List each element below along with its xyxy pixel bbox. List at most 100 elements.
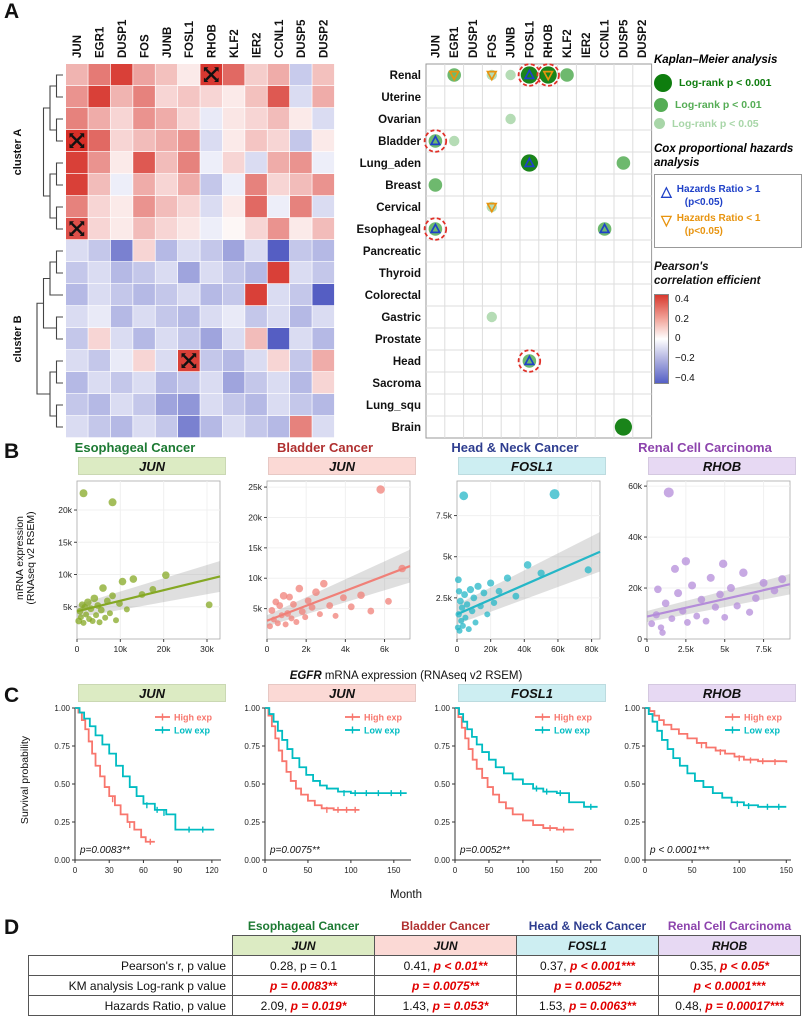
svg-text:15k: 15k <box>248 543 262 553</box>
km-column-RHOB: RHOB 0.00 0.25 0.50 0.75 1.00 0 50 100 150 High ex… <box>610 684 800 889</box>
svg-text:0: 0 <box>455 644 460 654</box>
svg-text:(RNAseq v2 RSEM): (RNAseq v2 RSEM) <box>25 511 37 604</box>
svg-text:150: 150 <box>780 866 794 875</box>
table-value-cell: 2.09, p = 0.019* <box>232 995 375 1016</box>
panel-b-xlabel: EGFR mRNA expression (RNAseq v2 RSEM) <box>289 670 523 682</box>
svg-text:6k: 6k <box>380 644 390 654</box>
scatter-points <box>75 489 213 626</box>
svg-text:Esophageal: Esophageal <box>356 224 421 236</box>
color-scale: 0.4 0.2 0 −0.2 −0.4 <box>654 293 802 384</box>
gene-header: FOSL1 <box>458 684 606 702</box>
svg-text:High exp: High exp <box>174 713 213 723</box>
svg-text:IER2: IER2 <box>251 32 263 58</box>
svg-text:Ovarian: Ovarian <box>378 114 421 126</box>
svg-text:1.00: 1.00 <box>244 704 260 713</box>
svg-text:50: 50 <box>303 866 312 875</box>
km-legend-item: Log-rank p < 0.01 <box>654 97 802 112</box>
svg-text:120: 120 <box>205 866 219 875</box>
svg-text:4k: 4k <box>341 644 351 654</box>
svg-text:60: 60 <box>139 866 148 875</box>
svg-text:50: 50 <box>485 866 494 875</box>
color-scale-tick: −0.2 <box>675 353 695 365</box>
svg-text:20k: 20k <box>248 512 262 522</box>
svg-text:KLF2: KLF2 <box>562 29 574 58</box>
km-plot-JUN: 0.00 0.25 0.50 0.75 1.00 0 50 100 150 High exp Low… <box>244 704 411 875</box>
svg-text:mRNA expression: mRNA expression <box>14 516 26 600</box>
svg-text:0.75: 0.75 <box>624 742 640 751</box>
table-gene-cell: JUN <box>374 935 517 956</box>
table-value-cell: p = 0.0083** <box>232 975 375 996</box>
marked-cell-arrows <box>181 353 197 369</box>
svg-text:10k: 10k <box>58 570 72 580</box>
svg-text:KLF2: KLF2 <box>229 29 241 58</box>
marked-cell-arrows <box>69 133 85 149</box>
panel-c-xlabel: Month <box>390 889 422 901</box>
table-empty-cell <box>29 936 233 956</box>
svg-text:20k: 20k <box>157 644 171 654</box>
km-column-FOSL1: FOSL1 0.00 0.25 0.50 0.75 1.00 0 50 100 150 200 Hig… <box>420 684 610 889</box>
svg-text:2.5k: 2.5k <box>678 644 695 654</box>
table-row-label: Hazards Ratio, p value <box>28 995 233 1016</box>
svg-text:2k: 2k <box>302 644 312 654</box>
scatter-points <box>454 489 592 634</box>
svg-text:2.5k: 2.5k <box>436 593 453 603</box>
color-scale-bar <box>654 293 669 384</box>
svg-text:High exp: High exp <box>744 713 783 723</box>
svg-text:0.00: 0.00 <box>54 856 70 865</box>
svg-text:Colorectal: Colorectal <box>365 290 421 302</box>
svg-text:90: 90 <box>173 866 182 875</box>
svg-text:0.50: 0.50 <box>54 780 70 789</box>
svg-text:0.75: 0.75 <box>244 742 260 751</box>
svg-text:CCNL1: CCNL1 <box>600 19 612 58</box>
svg-text:DUSP5: DUSP5 <box>618 19 630 58</box>
table-value-cell: p = 0.0052** <box>516 975 659 996</box>
svg-text:EGR1: EGR1 <box>95 26 107 58</box>
bubbles <box>423 63 632 436</box>
color-scale-tick: −0.4 <box>675 372 695 384</box>
table-value-cell: 1.43, p = 0.053* <box>374 995 517 1016</box>
cancer-title: Renal Cell Carcinoma <box>638 440 772 455</box>
cox-legend-label: Hazards Ratio > 1 (p<0.05) <box>676 184 761 208</box>
svg-text:0.25: 0.25 <box>244 818 260 827</box>
svg-text:25k: 25k <box>248 482 262 492</box>
svg-text:40k: 40k <box>628 532 642 542</box>
correlation-heatmap: JUN EGR1 DUSP1 FOS JUNB FOSL1 RHOB KLF2 IER2 CCNL… <box>12 19 335 438</box>
svg-text:40k: 40k <box>517 644 531 654</box>
scatter-column-RHOB: Renal Cell Carcinoma RHOB 0 2.5k 5k 7.5k 0 20k 4… <box>610 440 800 670</box>
svg-text:10k: 10k <box>113 644 127 654</box>
svg-text:Low exp: Low exp <box>174 726 211 736</box>
panel-d-label: D <box>4 916 20 939</box>
pearson-legend-title: Pearson's correlation efficient <box>654 261 761 288</box>
panel-a-legend: Kaplan–Meier analysis Log-rank p < 0.001… <box>654 54 802 384</box>
dendrogram <box>36 74 63 428</box>
km-dot-icon <box>654 73 672 92</box>
table-value-cell: 0.37, p < 0.001*** <box>516 955 659 976</box>
survival-bubble-plot: JUN EGR1 DUSP1 FOS JUNB FOSL1 RHOB KLF2 IER2 CCNL… <box>356 19 653 439</box>
table-value-cell: p = 0.0075** <box>374 975 517 996</box>
cox-legend-item: △ Hazards Ratio > 1 (p<0.05) <box>661 184 795 209</box>
scatter-column-FOSL1: Head & Neck Cancer FOSL1 0 20k 40k 60k 80k 2.5k… <box>420 440 610 670</box>
svg-text:Breast: Breast <box>385 180 421 192</box>
km-legend-label: Log-rank p < 0.001 <box>679 76 772 89</box>
color-scale-tick: 0.4 <box>675 293 689 305</box>
svg-text:DUSP5: DUSP5 <box>296 19 308 58</box>
gene-header: JUN <box>268 684 416 702</box>
svg-text:IER2: IER2 <box>581 32 593 58</box>
table-cancer-title: Head & Neck Cancer <box>528 918 647 933</box>
table-cancer-title: Renal Cell Carcinoma <box>667 918 792 933</box>
cancer-title: Esophageal Cancer <box>74 440 196 455</box>
svg-text:5k: 5k <box>63 602 73 612</box>
svg-text:High exp: High exp <box>364 713 403 723</box>
km-column-JUN: JUN 0.00 0.25 0.50 0.75 1.00 0 30 60 90 120 High ex… <box>40 684 230 889</box>
svg-text:RHOB: RHOB <box>543 24 555 58</box>
svg-text:FOSL1: FOSL1 <box>184 20 196 58</box>
panel-b-ylabel: mRNA expression (RNAseq v2 RSEM) <box>14 511 37 604</box>
svg-text:0: 0 <box>453 866 458 875</box>
panel-b: B mRNA expression (RNAseq v2 RSEM) Esopha… <box>0 440 802 684</box>
svg-text:Low exp: Low exp <box>744 726 781 736</box>
cluster-b-label: cluster B <box>12 315 24 362</box>
scatter-plot-FOSL1: 0 20k 40k 60k 80k 2.5k 5k 7.5k <box>436 480 601 654</box>
svg-text:0: 0 <box>645 644 650 654</box>
svg-text:100: 100 <box>733 866 747 875</box>
